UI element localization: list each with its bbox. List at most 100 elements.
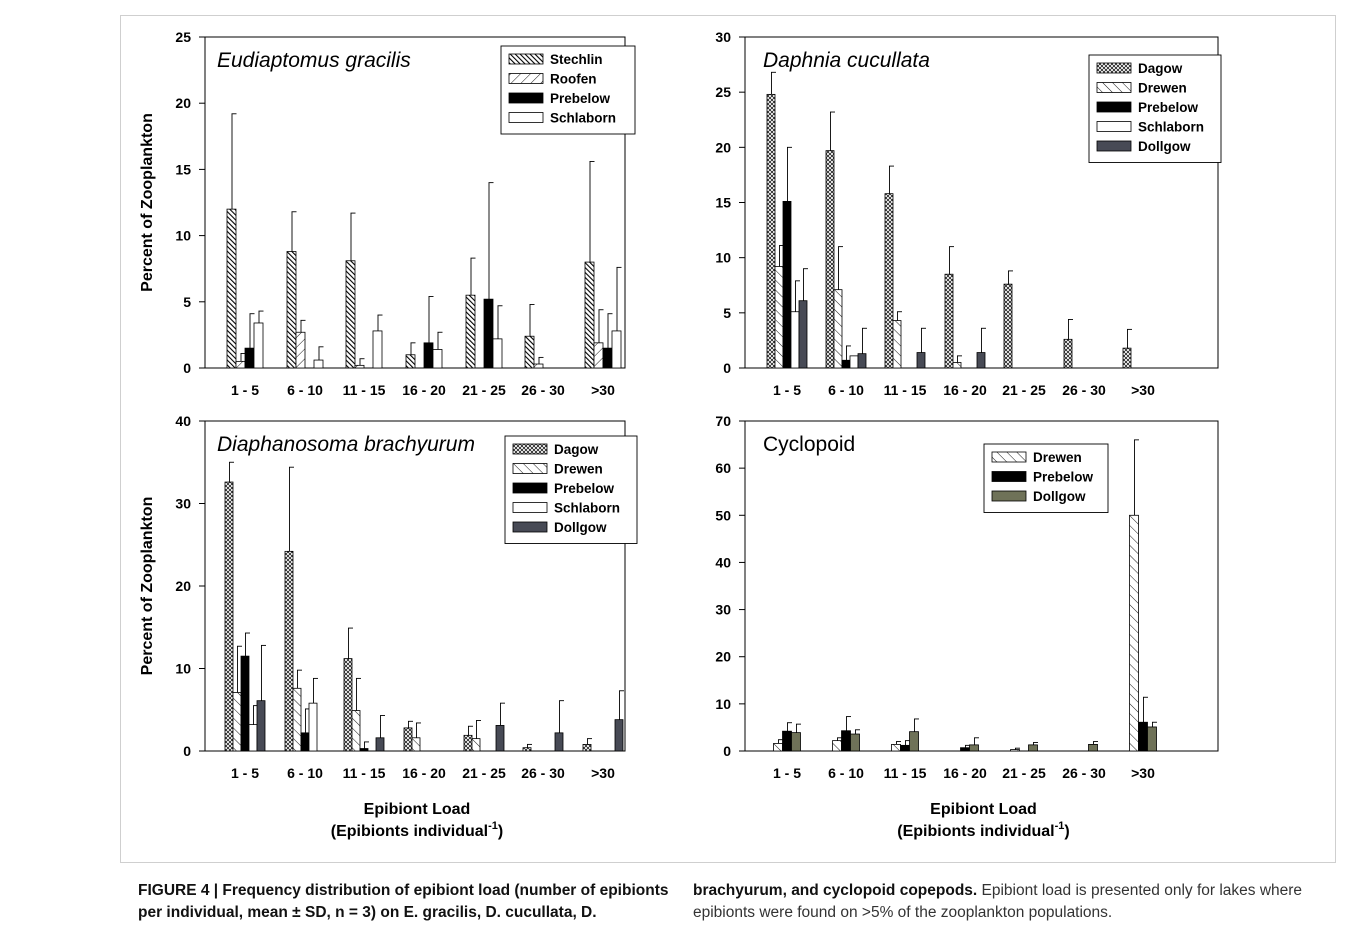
bar-dollgow-2	[916, 352, 926, 369]
y-tick-label: 20	[715, 649, 731, 665]
bar-dagow-0	[766, 93, 776, 369]
x-tick-label: 6 - 10	[287, 382, 323, 398]
bar-schlaborn-1	[849, 355, 859, 369]
legend-label-schlaborn: Schlaborn	[1138, 120, 1204, 135]
y-tick-label: 10	[175, 661, 191, 677]
y-tick-label: 20	[175, 95, 191, 111]
plot-frame	[744, 420, 1219, 752]
y-tick-label: 15	[175, 161, 191, 177]
x-axis-label: Epibiont Load	[930, 801, 1037, 818]
x-tick-label: 1 - 5	[773, 382, 801, 398]
x-tick-label: 6 - 10	[287, 765, 323, 781]
legend-swatch-roofen	[508, 73, 544, 84]
legend-label-dollgow: Dollgow	[554, 520, 607, 535]
legend: Drewen Prebelow Dollgow	[983, 443, 1109, 513]
x-tick-label: 21 - 25	[1002, 765, 1046, 781]
legend-label-schlaborn: Schlaborn	[550, 111, 616, 126]
x-tick-label: 16 - 20	[402, 382, 446, 398]
bar-dagow-1	[825, 150, 835, 369]
bar-drewen-4	[1010, 749, 1020, 752]
bar-schlaborn-0	[248, 724, 258, 752]
legend-label-dagow: Dagow	[554, 442, 599, 457]
x-axis-sublabel-end: )	[498, 823, 503, 840]
bar-dollgow-6	[614, 719, 624, 752]
bar-prebelow-4	[483, 298, 494, 369]
x-axis-sublabel: (Epibionts individual-1)	[897, 820, 1069, 840]
bar-drewen-3	[411, 737, 421, 752]
bar-dollgow-2	[375, 737, 385, 752]
figure-right-rule	[1335, 15, 1336, 863]
legend-label-prebelow: Prebelow	[1033, 470, 1094, 485]
bar-prebelow-2	[900, 744, 910, 752]
bar-stechlin-3	[405, 354, 416, 369]
figure-top-rule	[120, 15, 1336, 16]
bar-drewen-2	[891, 744, 901, 752]
bar-dollgow-0	[791, 732, 801, 752]
y-tick-label: 10	[715, 250, 731, 266]
y-tick-label: 0	[183, 743, 191, 759]
bar-schlaborn-2	[372, 330, 383, 369]
bar-drewen-0	[773, 743, 783, 752]
y-tick-label: 40	[175, 413, 191, 429]
x-tick-label: >30	[591, 382, 615, 398]
bar-drewen-2	[351, 710, 361, 752]
legend: Stechlin Roofen Prebelow Schlaborn	[500, 45, 636, 135]
legend-swatch-prebelow	[512, 482, 548, 494]
legend-swatch-stechlin	[508, 53, 544, 65]
bar-drewen-0	[774, 266, 784, 369]
y-tick-label: 0	[723, 743, 731, 759]
x-tick-label: >30	[591, 765, 615, 781]
bar-roofen-5	[533, 363, 544, 369]
bar-dagow-1	[284, 550, 294, 752]
bar-drewen-1	[833, 289, 843, 369]
chart-panel-daphnia-cucullata: 0 5 10 15 20 25 30 1 - 5 6 - 10 11 - 15 16 - 20 21 …	[715, 29, 1222, 398]
legend-swatch-schlaborn	[512, 502, 548, 513]
legend-swatch-dollgow	[1096, 140, 1132, 152]
legend-label-stechlin: Stechlin	[550, 52, 603, 67]
legend: Dagow Drewen Prebelow Schlaborn Dollgow	[504, 435, 638, 544]
legend-swatch-prebelow	[1096, 101, 1132, 113]
bar-drewen-6	[1129, 514, 1139, 752]
caption-right-text: Epibiont load is presented only for lake…	[693, 882, 1303, 921]
legend-swatch-prebelow	[508, 92, 544, 104]
figure-left-rule	[120, 15, 121, 863]
x-tick-label: 1 - 5	[231, 765, 259, 781]
bar-schlaborn-3	[432, 349, 443, 369]
legend-label-dollgow: Dollgow	[1138, 139, 1191, 154]
bar-stechlin-6	[584, 261, 595, 369]
legend-swatch-schlaborn	[1096, 121, 1132, 132]
y-tick-label: 5	[723, 305, 731, 321]
bar-dollgow-3	[976, 352, 986, 369]
x-axis-sublabel-sup: -1	[488, 820, 498, 832]
bar-dagow-0	[224, 481, 234, 752]
y-tick-label: 40	[715, 554, 731, 570]
bar-prebelow-6	[602, 347, 613, 369]
x-tick-label: >30	[1131, 382, 1155, 398]
legend-label-roofen: Roofen	[550, 72, 597, 87]
y-tick-label: 25	[715, 84, 731, 100]
bar-stechlin-4	[465, 294, 476, 369]
bar-roofen-1	[295, 331, 306, 369]
bar-dollgow-0	[256, 700, 266, 752]
x-axis-sublabel-text: (Epibionts individual	[897, 823, 1054, 840]
bar-stechlin-5	[524, 335, 535, 369]
legend-swatch-prebelow	[991, 471, 1027, 482]
y-axis-label: Percent of Zooplankton	[139, 113, 156, 292]
x-tick-label: 11 - 15	[343, 765, 386, 781]
bar-dollgow-5	[1088, 744, 1098, 752]
x-tick-label: 1 - 5	[231, 382, 259, 398]
bar-drewen-1	[292, 687, 302, 752]
bar-prebelow-1	[300, 732, 310, 752]
x-tick-label: 1 - 5	[773, 765, 801, 781]
legend-swatch-schlaborn	[508, 112, 544, 123]
chart-title: Diaphanosoma brachyurum	[217, 433, 475, 456]
y-tick-label: 60	[715, 460, 731, 476]
bar-schlaborn-1	[308, 702, 318, 752]
y-tick-label: 20	[175, 578, 191, 594]
bar-dagow-2	[884, 193, 894, 369]
bar-drewen-3	[952, 362, 962, 369]
legend-swatch-dagow	[1096, 62, 1132, 74]
bar-prebelow-2	[359, 748, 369, 752]
y-tick-label: 15	[715, 195, 731, 211]
